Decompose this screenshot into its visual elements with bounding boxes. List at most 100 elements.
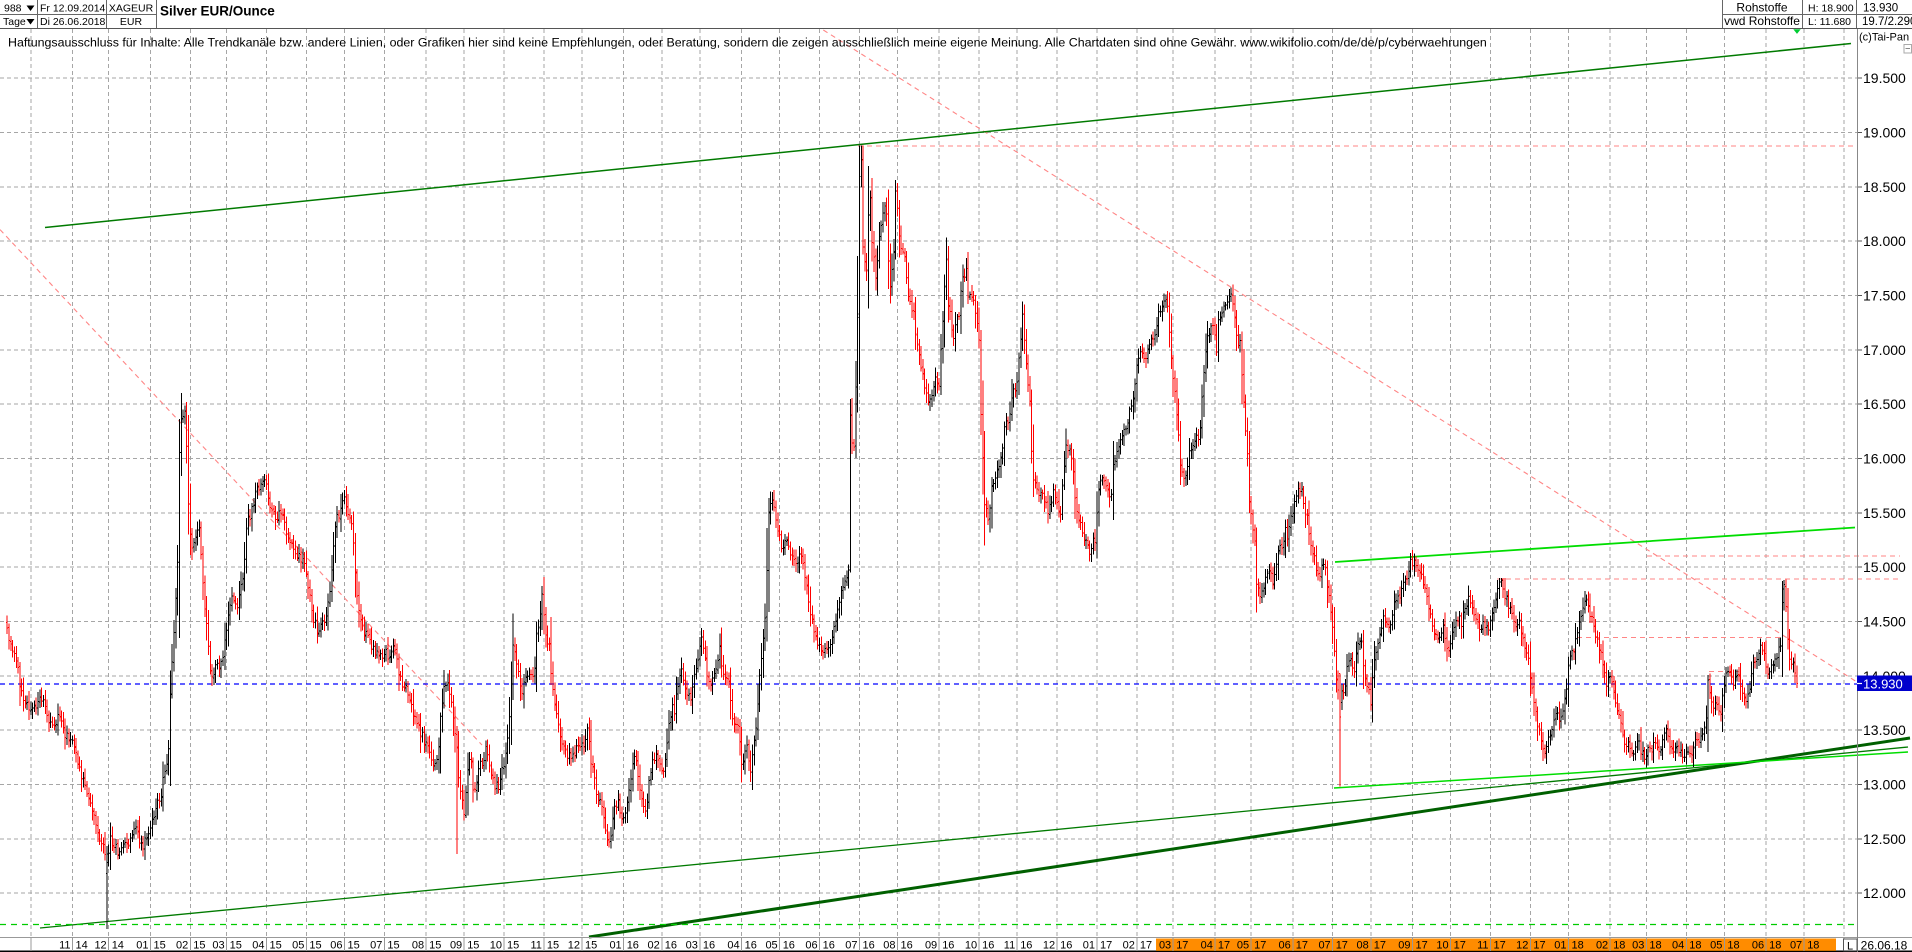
- svg-text:05: 05: [1710, 940, 1722, 952]
- svg-text:Rohstoffe: Rohstoffe: [1736, 1, 1787, 15]
- svg-text:17: 17: [1254, 940, 1266, 952]
- svg-text:15.500: 15.500: [1863, 505, 1906, 521]
- svg-text:12: 12: [1043, 940, 1055, 952]
- svg-text:08: 08: [412, 940, 424, 952]
- svg-text:XAGEUR: XAGEUR: [109, 3, 154, 15]
- svg-text:vwd Rohstoffe: vwd Rohstoffe: [1724, 14, 1800, 28]
- svg-text:01: 01: [1554, 940, 1566, 952]
- svg-text:18: 18: [1649, 940, 1661, 952]
- svg-text:10: 10: [1436, 940, 1448, 952]
- svg-text:05: 05: [1237, 940, 1249, 952]
- svg-text:26.06.18: 26.06.18: [1861, 939, 1908, 952]
- svg-text:16: 16: [665, 940, 677, 952]
- svg-text:08: 08: [1357, 940, 1369, 952]
- svg-text:11: 11: [59, 940, 70, 952]
- svg-text:07: 07: [1790, 940, 1802, 952]
- svg-text:11: 11: [1004, 940, 1015, 952]
- svg-text:12: 12: [568, 940, 580, 952]
- svg-text:15: 15: [348, 940, 360, 952]
- svg-text:18: 18: [1727, 940, 1739, 952]
- svg-text:03: 03: [1632, 940, 1644, 952]
- svg-text:16: 16: [783, 940, 795, 952]
- svg-text:16: 16: [982, 940, 994, 952]
- svg-text:15: 15: [547, 940, 559, 952]
- svg-text:16: 16: [1020, 940, 1032, 952]
- svg-text:16: 16: [627, 940, 639, 952]
- svg-text:16: 16: [901, 940, 913, 952]
- svg-text:12: 12: [94, 940, 106, 952]
- svg-text:06: 06: [1279, 940, 1291, 952]
- svg-text:15: 15: [154, 940, 166, 952]
- svg-text:04: 04: [252, 940, 264, 952]
- svg-text:12: 12: [1516, 940, 1528, 952]
- svg-text:16: 16: [863, 940, 875, 952]
- svg-text:17: 17: [1218, 940, 1230, 952]
- svg-text:13.930: 13.930: [1863, 3, 1898, 15]
- svg-text:16: 16: [745, 940, 757, 952]
- svg-text:Silver EUR/Ounce: Silver EUR/Ounce: [160, 4, 275, 19]
- svg-text:18: 18: [1572, 940, 1584, 952]
- svg-text:01: 01: [609, 940, 621, 952]
- svg-text:03: 03: [1159, 940, 1171, 952]
- svg-text:15: 15: [585, 940, 597, 952]
- svg-text:09: 09: [925, 940, 937, 952]
- svg-text:05: 05: [765, 940, 777, 952]
- svg-text:988: 988: [4, 3, 22, 15]
- svg-text:H: 18.900: H: 18.900: [1808, 3, 1854, 15]
- svg-text:08: 08: [883, 940, 895, 952]
- svg-text:16.500: 16.500: [1863, 396, 1906, 412]
- svg-text:L: L: [1847, 941, 1853, 952]
- svg-text:04: 04: [1201, 940, 1213, 952]
- svg-text:14: 14: [76, 940, 88, 952]
- svg-text:18.500: 18.500: [1863, 179, 1906, 195]
- svg-text:15: 15: [429, 940, 441, 952]
- svg-text:02: 02: [648, 940, 660, 952]
- svg-text:09: 09: [450, 940, 462, 952]
- svg-text:06: 06: [330, 940, 342, 952]
- svg-text:17: 17: [1533, 940, 1545, 952]
- svg-text:17: 17: [1336, 940, 1348, 952]
- svg-text:(c)Tai-Pan: (c)Tai-Pan: [1859, 32, 1909, 44]
- svg-text:02: 02: [1596, 940, 1608, 952]
- svg-text:13.500: 13.500: [1863, 722, 1906, 738]
- svg-text:17: 17: [1140, 940, 1152, 952]
- svg-text:15.000: 15.000: [1863, 559, 1906, 575]
- svg-text:07: 07: [845, 940, 857, 952]
- svg-text:15: 15: [507, 940, 519, 952]
- svg-text:11: 11: [530, 940, 541, 952]
- svg-text:Tage: Tage: [3, 16, 26, 28]
- svg-text:17: 17: [1100, 940, 1112, 952]
- svg-text:07: 07: [1318, 940, 1330, 952]
- svg-text:19.7/2.290: 19.7/2.290: [1862, 16, 1912, 28]
- svg-text:17: 17: [1296, 940, 1308, 952]
- svg-text:13.000: 13.000: [1863, 777, 1906, 793]
- svg-text:03: 03: [686, 940, 698, 952]
- svg-text:15: 15: [193, 940, 205, 952]
- svg-text:Haftungsausschluss für Inhalte: Haftungsausschluss für Inhalte: Alle Tre…: [8, 36, 1487, 50]
- svg-text:17: 17: [1494, 940, 1506, 952]
- svg-text:14: 14: [112, 940, 124, 952]
- svg-text:02: 02: [176, 940, 188, 952]
- svg-text:04: 04: [727, 940, 739, 952]
- svg-text:13.930: 13.930: [1863, 677, 1903, 692]
- svg-text:16.000: 16.000: [1863, 451, 1906, 467]
- svg-text:17: 17: [1176, 940, 1188, 952]
- svg-text:10: 10: [490, 940, 502, 952]
- svg-text:Fr 12.09.2014: Fr 12.09.2014: [40, 3, 106, 15]
- svg-text:16: 16: [942, 940, 954, 952]
- svg-text:09: 09: [1398, 940, 1410, 952]
- svg-text:17: 17: [1416, 940, 1428, 952]
- svg-text:10: 10: [965, 940, 977, 952]
- svg-text:17: 17: [1454, 940, 1466, 952]
- svg-text:Di 26.06.2018: Di 26.06.2018: [40, 16, 106, 28]
- svg-text:04: 04: [1672, 940, 1684, 952]
- svg-text:18: 18: [1613, 940, 1625, 952]
- svg-text:02: 02: [1123, 940, 1135, 952]
- svg-text:18: 18: [1769, 940, 1781, 952]
- svg-text:17.500: 17.500: [1863, 288, 1906, 304]
- svg-text:12.000: 12.000: [1863, 885, 1906, 901]
- svg-text:EUR: EUR: [120, 16, 143, 28]
- svg-text:15: 15: [230, 940, 242, 952]
- svg-text:19.500: 19.500: [1863, 70, 1906, 86]
- svg-text:18: 18: [1807, 940, 1819, 952]
